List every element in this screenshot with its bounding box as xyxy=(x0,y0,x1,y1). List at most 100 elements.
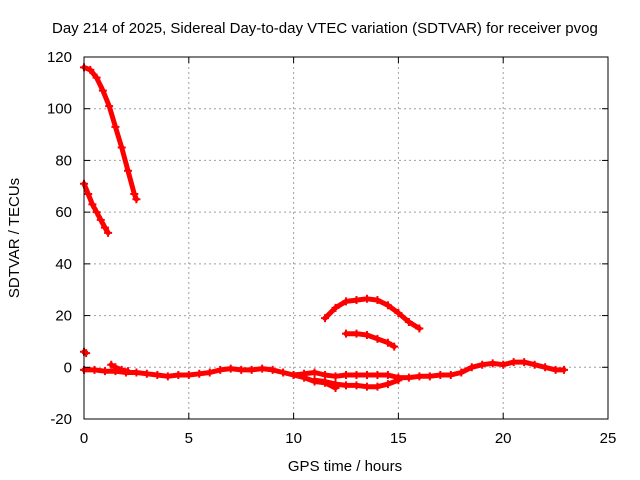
data-point xyxy=(383,371,392,380)
data-point xyxy=(509,358,518,367)
y-tick-label: 20 xyxy=(55,308,72,325)
data-points xyxy=(80,63,568,392)
data-point xyxy=(415,372,424,381)
data-point xyxy=(216,365,225,374)
data-point xyxy=(331,372,340,381)
series-arc-9 xyxy=(107,360,133,376)
data-point xyxy=(130,190,139,199)
data-point xyxy=(394,308,403,317)
data-point xyxy=(88,200,97,209)
data-point xyxy=(184,371,193,380)
data-point xyxy=(268,365,277,374)
data-point xyxy=(96,215,105,224)
data-point xyxy=(82,349,91,358)
data-point xyxy=(300,369,309,378)
data-point xyxy=(124,166,133,175)
data-point xyxy=(92,208,101,217)
data-point xyxy=(394,373,403,382)
y-tick-label: 0 xyxy=(64,359,72,376)
data-point xyxy=(415,324,424,333)
series-arc-3 xyxy=(321,294,424,333)
data-point xyxy=(404,373,413,382)
series-arc-7 xyxy=(80,358,568,382)
data-point xyxy=(352,296,361,305)
x-tick-label: 25 xyxy=(600,430,617,447)
data-point xyxy=(124,367,133,376)
x-tick-label: 15 xyxy=(390,430,407,447)
data-point xyxy=(362,294,371,303)
data-point xyxy=(111,122,120,131)
data-point xyxy=(436,371,445,380)
data-point xyxy=(446,371,455,380)
y-tick-label: 80 xyxy=(55,152,72,169)
data-point xyxy=(352,381,361,390)
data-point xyxy=(457,368,466,377)
data-point xyxy=(520,358,529,367)
grid-lines xyxy=(84,57,608,419)
data-point xyxy=(174,371,183,380)
data-point xyxy=(362,371,371,380)
data-point xyxy=(541,363,550,372)
data-point xyxy=(342,297,350,306)
data-point xyxy=(331,303,340,312)
data-point xyxy=(100,367,109,376)
data-point xyxy=(163,372,172,381)
y-tick-label: 120 xyxy=(47,49,72,66)
data-point xyxy=(111,363,120,372)
data-point xyxy=(559,365,568,374)
y-axis-label: SDTVAR / TECUs xyxy=(6,178,23,298)
data-point xyxy=(258,364,267,373)
data-point xyxy=(100,223,109,232)
series-band xyxy=(322,296,422,331)
data-point xyxy=(86,65,95,74)
data-point xyxy=(310,377,319,386)
data-point xyxy=(331,383,340,392)
data-point xyxy=(342,371,350,380)
data-point xyxy=(383,380,392,389)
x-axis-label: GPS time / hours xyxy=(288,458,402,475)
data-point xyxy=(84,190,93,199)
data-point xyxy=(488,359,497,368)
data-point xyxy=(247,365,256,374)
y-tick-label: 100 xyxy=(47,101,72,118)
data-point xyxy=(425,372,434,381)
data-point xyxy=(342,381,350,390)
data-point xyxy=(117,143,126,152)
data-point xyxy=(107,360,116,369)
data-point xyxy=(237,365,246,374)
data-point xyxy=(92,73,101,82)
data-point xyxy=(153,371,162,380)
x-tick-label: 5 xyxy=(185,430,193,447)
data-point xyxy=(104,228,113,237)
data-point xyxy=(551,365,560,374)
data-point xyxy=(390,342,399,351)
data-point xyxy=(289,371,298,380)
data-point xyxy=(132,368,141,377)
data-point xyxy=(362,330,371,339)
data-point xyxy=(499,360,508,369)
data-point xyxy=(279,368,288,377)
data-point xyxy=(383,338,392,347)
series-arc-4 xyxy=(342,329,399,351)
data-point xyxy=(352,371,361,380)
series-arc-1 xyxy=(80,63,141,204)
y-tick-label: 40 xyxy=(55,256,72,273)
data-point xyxy=(321,371,330,380)
plot-frame xyxy=(83,56,609,420)
data-point xyxy=(195,369,204,378)
data-point xyxy=(321,314,330,323)
data-point xyxy=(226,364,235,373)
data-point xyxy=(352,329,361,338)
y-tick-label: -20 xyxy=(50,411,72,428)
x-tick-label: 10 xyxy=(285,430,302,447)
data-point xyxy=(362,382,371,391)
data-point xyxy=(404,318,413,327)
series-band xyxy=(81,64,139,202)
data-point xyxy=(321,378,330,387)
y-tick-label: 60 xyxy=(55,204,72,221)
data-point xyxy=(373,334,382,343)
data-point xyxy=(205,368,214,377)
data-point xyxy=(98,86,107,95)
data-point xyxy=(530,360,539,369)
